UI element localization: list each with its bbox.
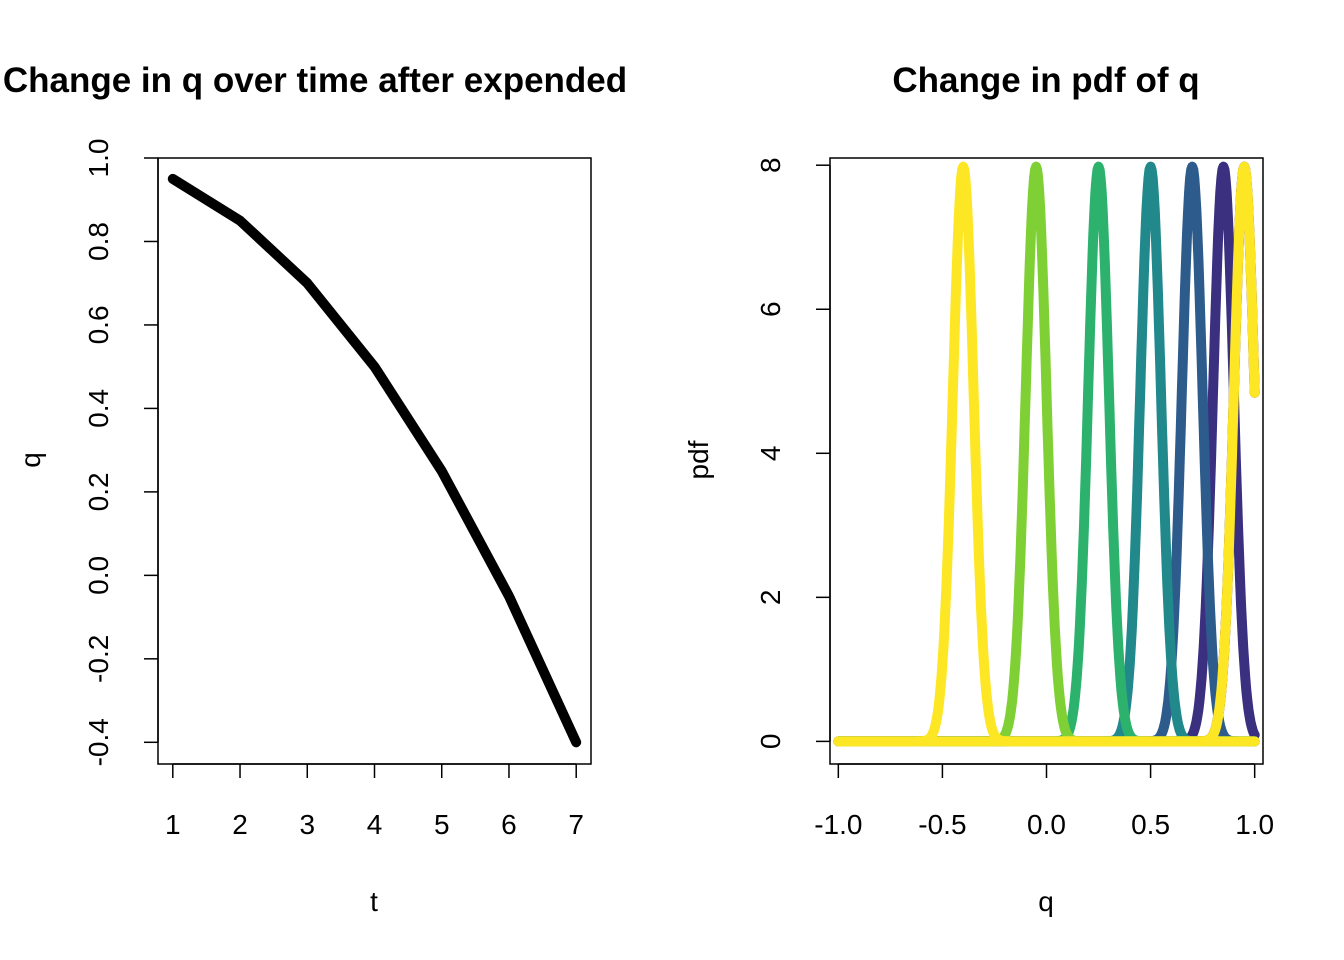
- y-tick-label: 0.6: [83, 305, 114, 344]
- y-tick-label: 0.4: [83, 389, 114, 428]
- plot-frame: [157, 157, 592, 765]
- chart-title: Change in q over time after expended: [3, 61, 627, 100]
- series-layer: [833, 161, 1260, 747]
- x-tick-label: 3: [299, 809, 315, 840]
- y-tick-label: 6: [755, 301, 786, 317]
- y-tick-label: 0.2: [83, 472, 114, 511]
- y-tick-label: 0.8: [83, 222, 114, 261]
- y-tick-label: 1.0: [83, 139, 114, 178]
- x-tick-label: 2: [232, 809, 248, 840]
- y-axis-label: q: [15, 452, 46, 468]
- series-line: [167, 173, 582, 748]
- x-tick-label: 7: [568, 809, 584, 840]
- y-tick-label: -0.4: [83, 718, 114, 766]
- x-tick-label: 1: [165, 809, 181, 840]
- y-tick-label: 0.0: [83, 556, 114, 595]
- q-over-time-chart: Change in q over time after expended t q…: [3, 61, 627, 917]
- y-axis-label: pdf: [683, 440, 714, 479]
- density-curve: [833, 161, 1260, 747]
- x-axis: -1.0 -0.5 0.0 0.5 1.0: [814, 763, 1274, 840]
- y-tick-label: 0: [755, 734, 786, 750]
- x-tick-label: -1.0: [814, 809, 862, 840]
- x-tick-label: 4: [367, 809, 383, 840]
- y-tick-label: 4: [755, 446, 786, 462]
- x-axis-label: t: [370, 886, 378, 917]
- y-axis: -0.4 -0.2 0.0 0.2 0.4 0.6 0.8 1.0: [83, 139, 159, 766]
- x-tick-label: 5: [434, 809, 450, 840]
- x-tick-label: 6: [501, 809, 517, 840]
- chart-title: Change in pdf of q: [892, 61, 1199, 100]
- series-layer: [167, 173, 582, 748]
- x-tick-label: 0.5: [1131, 809, 1170, 840]
- pdf-of-q-chart: Change in pdf of q q pdf -1.0 -0.5 0.0 0.5 1…: [683, 61, 1274, 917]
- x-tick-label: 0.0: [1027, 809, 1066, 840]
- y-tick-label: 8: [755, 157, 786, 173]
- x-axis: 1 2 3 4 5 6 7: [165, 763, 584, 840]
- x-tick-label: -0.5: [918, 809, 966, 840]
- y-axis: 0 2 4 6 8: [755, 157, 831, 750]
- density-curve: [833, 161, 1260, 747]
- x-axis-label: q: [1038, 886, 1054, 917]
- x-tick-label: 1.0: [1235, 809, 1274, 840]
- y-tick-label: 2: [755, 590, 786, 606]
- y-tick-label: -0.2: [83, 635, 114, 683]
